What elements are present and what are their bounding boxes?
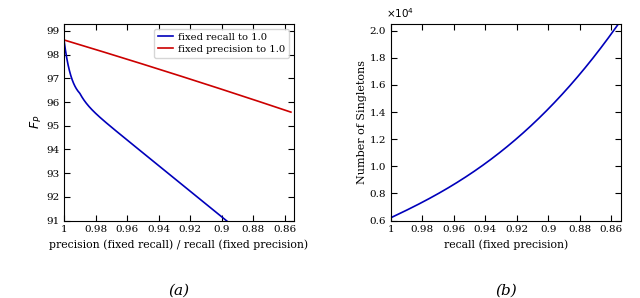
fixed recall to 1.0: [60, 38, 68, 42]
fixed precision to 1.0: [241, 95, 249, 99]
fixed recall to 1.0: [287, 271, 295, 275]
Line: fixed precision to 1.0: fixed precision to 1.0: [64, 40, 291, 112]
Y-axis label: Number of Singletons: Number of Singletons: [356, 60, 367, 184]
fixed recall to 1.0: [216, 213, 223, 217]
fixed recall to 1.0: [241, 234, 249, 238]
Legend: fixed recall to 1.0, fixed precision to 1.0: fixed recall to 1.0, fixed precision to …: [154, 29, 289, 58]
fixed precision to 1.0: [287, 110, 295, 114]
Text: (b): (b): [495, 283, 516, 297]
fixed precision to 1.0: [152, 66, 159, 70]
Text: (a): (a): [168, 283, 189, 297]
fixed precision to 1.0: [60, 38, 68, 42]
fixed precision to 1.0: [216, 87, 223, 91]
fixed recall to 1.0: [237, 231, 244, 234]
fixed precision to 1.0: [237, 94, 244, 97]
Text: $\times10^4$: $\times10^4$: [386, 6, 414, 20]
fixed recall to 1.0: [160, 168, 168, 172]
fixed recall to 1.0: [83, 103, 91, 106]
Y-axis label: $F_P$: $F_P$: [29, 115, 45, 129]
fixed recall to 1.0: [152, 162, 159, 165]
fixed precision to 1.0: [83, 45, 91, 49]
X-axis label: precision (fixed recall) / recall (fixed precision): precision (fixed recall) / recall (fixed…: [49, 240, 308, 251]
Line: fixed recall to 1.0: fixed recall to 1.0: [64, 40, 291, 273]
X-axis label: recall (fixed precision): recall (fixed precision): [444, 240, 568, 251]
fixed precision to 1.0: [160, 69, 168, 72]
